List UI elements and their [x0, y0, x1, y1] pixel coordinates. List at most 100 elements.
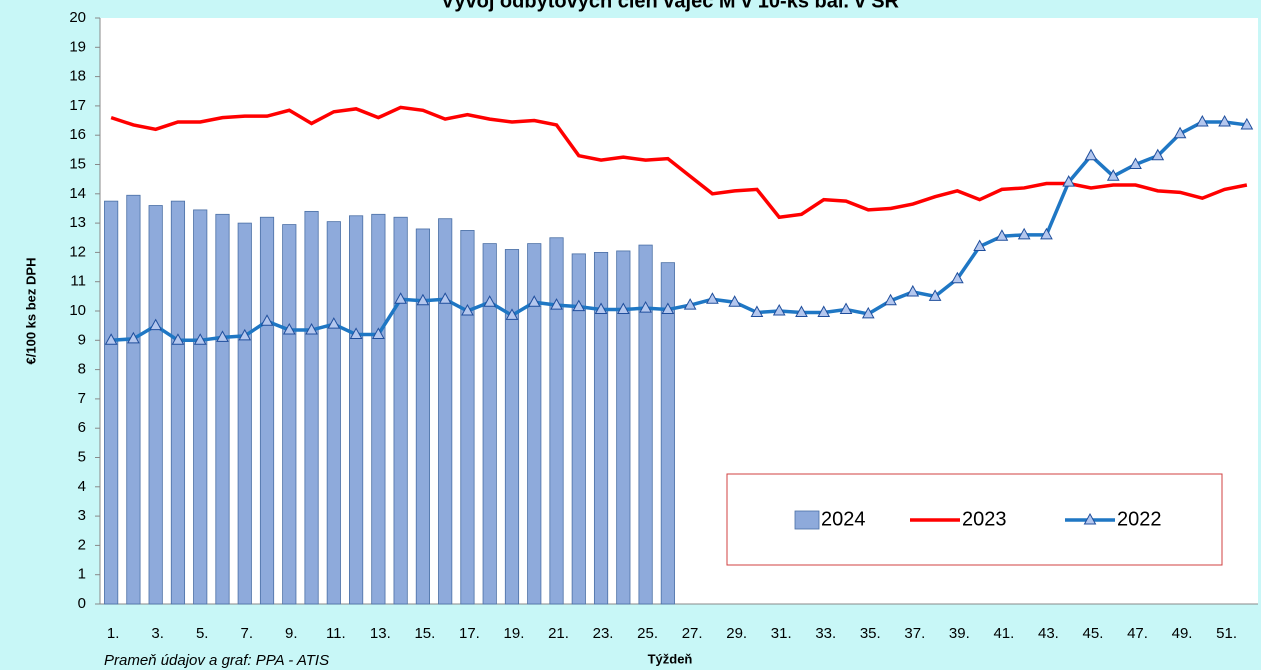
bar	[504, 249, 520, 605]
marker	[372, 327, 385, 339]
marker	[750, 305, 764, 317]
y-tick-label: 11	[70, 273, 86, 290]
marker	[1151, 148, 1165, 161]
marker	[1062, 175, 1076, 187]
marker	[438, 292, 452, 304]
x-tick-label: 37.	[904, 625, 925, 642]
marker	[884, 293, 897, 306]
x-tick-label: 45.	[1083, 625, 1104, 642]
marker	[728, 295, 742, 307]
marker	[683, 298, 697, 310]
source-note: Prameň údajov a graf: PPA - ATIS	[104, 652, 329, 669]
y-tick-label: 15	[69, 155, 86, 172]
marker	[1173, 126, 1187, 139]
bar	[349, 215, 364, 605]
x-tick-label: 29.	[726, 625, 747, 642]
bar	[282, 224, 297, 605]
x-tick-label: 15.	[414, 625, 435, 642]
x-tick-label: 23.	[593, 625, 614, 642]
marker	[1017, 227, 1031, 240]
marker	[483, 295, 497, 307]
marker	[127, 331, 140, 344]
marker	[1240, 117, 1254, 130]
marker	[1195, 114, 1209, 127]
marker	[1218, 114, 1231, 127]
bar	[104, 200, 119, 605]
bar	[616, 250, 631, 605]
marker	[282, 323, 296, 335]
marker	[1084, 148, 1098, 161]
marker	[260, 314, 274, 326]
marker	[795, 305, 808, 317]
y-axis-label: €/100 ks bez DPH	[23, 258, 38, 365]
marker	[616, 302, 630, 315]
marker	[817, 305, 831, 317]
x-tick-label: 17.	[459, 625, 480, 642]
marker	[928, 289, 942, 301]
y-tick-label: 9	[78, 331, 86, 348]
x-tick-label: 3.	[151, 625, 164, 642]
bar	[415, 228, 430, 605]
chart-title: Vývoj odbytových cien vajec M v 10-ks ba…	[441, 0, 900, 12]
bar	[215, 213, 230, 605]
marker	[772, 303, 786, 316]
y-tick-label: 13	[69, 214, 86, 231]
marker	[1106, 169, 1120, 181]
marker	[349, 327, 363, 339]
y-tick-label: 7	[78, 390, 86, 407]
x-tick-label: 47.	[1127, 625, 1148, 642]
y-tick-label: 5	[78, 448, 86, 465]
y-tick-label: 6	[78, 419, 86, 436]
bar	[549, 237, 564, 605]
marker	[906, 284, 920, 297]
x-tick-label: 11.	[326, 625, 346, 642]
x-tick-label: 25.	[637, 625, 658, 642]
y-tick-label: 10	[69, 302, 86, 319]
marker	[639, 301, 652, 313]
bar	[593, 251, 609, 605]
y-tick-label: 1	[78, 566, 86, 583]
marker	[973, 239, 986, 252]
marker	[416, 293, 430, 306]
x-tick-label: 9.	[285, 625, 298, 642]
x-tick-label: 21.	[548, 625, 569, 642]
y-tick-label: 12	[69, 243, 86, 260]
bar	[660, 262, 675, 605]
marker	[839, 302, 853, 315]
marker	[661, 302, 675, 315]
marker	[394, 292, 407, 304]
marker	[995, 229, 1009, 241]
marker	[238, 328, 252, 341]
x-tick-label: 41.	[993, 625, 1014, 642]
bar	[638, 244, 653, 605]
y-tick-label: 17	[69, 97, 86, 114]
series-line	[110, 105, 1248, 220]
bar	[371, 213, 386, 605]
y-tick-label: 3	[78, 507, 86, 524]
x-tick-label: 39.	[949, 625, 970, 642]
marker	[461, 303, 474, 316]
y-tick-label: 2	[78, 536, 86, 553]
bar	[438, 218, 453, 605]
bar	[193, 209, 208, 605]
marker	[1129, 157, 1142, 169]
marker	[572, 299, 586, 312]
x-tick-label: 7.	[240, 625, 253, 642]
marker	[1040, 227, 1053, 240]
y-tick-label: 16	[69, 126, 86, 143]
marker	[327, 317, 341, 329]
legend-label: 2024	[821, 508, 866, 530]
bar	[326, 221, 341, 605]
marker	[193, 333, 207, 345]
marker	[951, 271, 964, 284]
bar	[571, 253, 586, 605]
marker	[861, 306, 875, 319]
marker	[305, 323, 318, 335]
marker	[527, 295, 541, 307]
x-tick-label: 51.	[1216, 625, 1237, 642]
legend-swatch	[794, 510, 820, 530]
marker	[216, 330, 229, 342]
bar	[482, 243, 497, 605]
bar	[304, 210, 319, 605]
